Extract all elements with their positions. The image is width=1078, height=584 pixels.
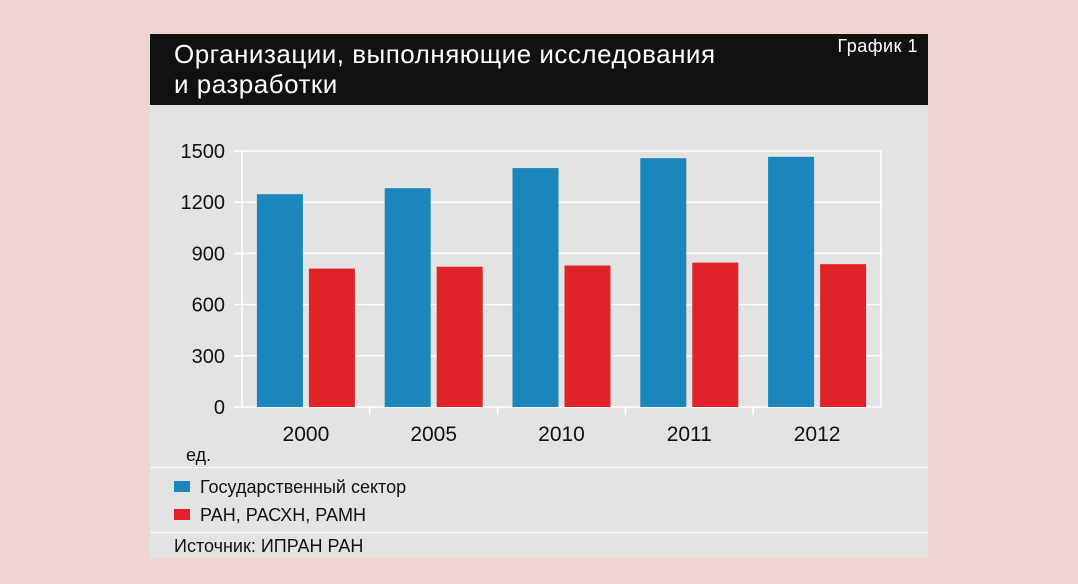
y-tick-label: 0 xyxy=(214,397,225,419)
bar-government-sector-2005 xyxy=(384,188,431,407)
bar-academies-2010 xyxy=(564,265,611,407)
legend-swatch-government-sector xyxy=(174,481,190,492)
bar-government-sector-2000 xyxy=(256,194,303,407)
y-tick-label: 300 xyxy=(192,346,225,368)
bar-government-sector-2011 xyxy=(640,158,687,407)
y-tick-label: 1200 xyxy=(181,192,226,214)
legend-label-government-sector: Государственный сектор xyxy=(200,477,407,497)
x-tick-label: 2010 xyxy=(538,423,585,445)
bar-academies-2011 xyxy=(692,262,739,407)
x-tick-label: 2012 xyxy=(794,423,841,445)
x-tick-label: 2000 xyxy=(283,423,330,445)
chart-title: Организации, выполняющие исследования и … xyxy=(174,39,716,99)
x-tick-label: 2011 xyxy=(667,423,712,445)
chart-header: Организации, выполняющие исследования и … xyxy=(150,34,928,105)
bar-government-sector-2010 xyxy=(512,168,559,407)
bar-academies-2005 xyxy=(436,266,483,407)
chart-card: Организации, выполняющие исследования и … xyxy=(150,34,928,558)
source-note: Источник: ИПРАН РАН xyxy=(174,536,364,556)
x-tick-label: 2005 xyxy=(410,423,457,445)
legend-swatch-academies xyxy=(174,509,190,520)
unit-label: ед. xyxy=(186,445,212,465)
y-tick-label: 600 xyxy=(192,295,225,317)
legend: Государственный сектор РАН, РАСХН, РАМН xyxy=(150,467,928,533)
chart-number-label: График 1 xyxy=(837,36,918,56)
y-tick-label: 900 xyxy=(192,243,225,265)
bar-academies-2000 xyxy=(308,268,355,407)
bar-academies-2012 xyxy=(820,264,867,407)
y-tick-label: 1500 xyxy=(181,141,226,163)
legend-label-academies: РАН, РАСХН, РАМН xyxy=(200,505,367,525)
bar-government-sector-2012 xyxy=(768,156,815,407)
bar-chart-plot: 0 300 600 900 1200 1500 2000 2005 2010 2011 2012 xyxy=(181,141,882,445)
